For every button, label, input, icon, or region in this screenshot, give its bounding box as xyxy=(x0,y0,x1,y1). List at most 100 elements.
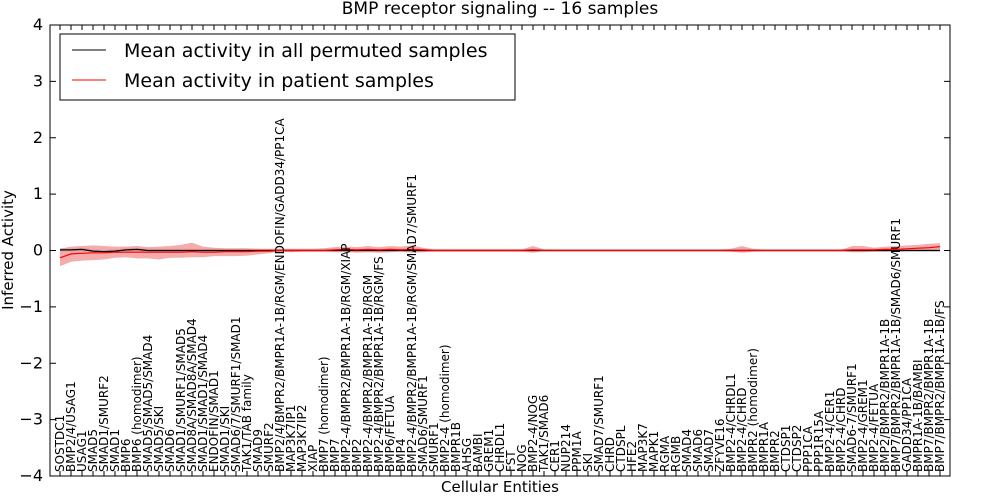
x-tick-label: SMAD6/SMURF1 xyxy=(416,375,430,472)
x-tick-label: XIAP xyxy=(306,445,320,472)
x-tick-label: SMURF2 xyxy=(262,422,276,472)
x-tick-label: CHRD xyxy=(603,437,617,472)
x-tick-label: BMP2-4/CHRD xyxy=(834,388,848,472)
band-series-1 xyxy=(60,242,940,267)
x-tick-label: SMAD5/SKI xyxy=(152,406,166,472)
x-axis-label: Cellular Entities xyxy=(441,478,559,496)
x-tick-label: RGMB xyxy=(669,436,683,472)
x-tick-label: GADD34/PP1CA xyxy=(900,377,914,472)
x-tick-label: SMAD8A/SMAD8A/SMAD4 xyxy=(185,318,199,472)
x-tick-label: CER1 xyxy=(548,440,562,472)
x-tick-label: HFE2 xyxy=(625,441,639,472)
legend-patient-label: Mean activity in patient samples xyxy=(124,70,434,92)
x-tick-label: BMP2-4/FETUA xyxy=(867,383,881,472)
x-tick-label: TAK1/SMAD6 xyxy=(537,395,551,473)
y-tick-label: −3 xyxy=(19,410,43,429)
x-tick-label: CTDSP1 xyxy=(779,425,793,472)
x-tick-label: SMAD7 xyxy=(702,429,716,472)
x-tick-label: BMP2-4/BMPR2/BMPR1A-1B/RGM/FS xyxy=(372,256,386,472)
x-tick-label: CTDSPL xyxy=(614,425,628,472)
x-tick-label: SMAD7/SMURF1 xyxy=(592,375,606,472)
x-tick-label: FST xyxy=(504,450,518,472)
x-tick-label: BMP2 xyxy=(350,439,364,472)
x-tick-label: BMPR2 (homodimer) xyxy=(746,348,760,472)
x-tick-label: BMP2-4/CER1 xyxy=(823,391,837,472)
x-tick-label: BMPR1B xyxy=(449,422,463,472)
x-tick-label: BMP2-4/BMPR2/BMPR1A-1B/RGM xyxy=(361,275,375,472)
x-tick-label: BMP6 xyxy=(119,439,133,472)
x-tick-label: BMP2/4/BMPR2/BMPR1A-1B/RGM/ENDOFIN/GADD3… xyxy=(273,117,287,472)
x-tick-label: BMPR1A-1B/BAMBI xyxy=(911,359,925,472)
x-tick-label: MAPK1 xyxy=(647,431,661,472)
x-tick-label: SKI xyxy=(581,453,595,472)
legend: Mean activity in all permuted samples Me… xyxy=(59,33,516,101)
x-tick-label: SMURF1 xyxy=(427,422,441,472)
x-tick-label: MAP3K7IP2 xyxy=(295,405,309,472)
x-tick-label: SMAD1/SMAD1/SMAD4 xyxy=(196,335,210,472)
x-tick-label: BMP7/BMPR2/BMPR1A-1B/SMAD6/SMURF1 xyxy=(889,218,903,472)
x-tick-label: SMAD6-7/SMURF1 xyxy=(845,363,859,472)
x-tick-label: SMAD6 xyxy=(163,429,177,472)
y-tick-label: −4 xyxy=(19,466,43,485)
x-tick-label: BMP2-4 (homodimer) xyxy=(438,344,452,472)
x-tick-label: BAMBI xyxy=(471,433,485,472)
x-tick-label: AHSG xyxy=(460,438,474,472)
y-tick-label: −2 xyxy=(19,353,43,372)
x-tick-label: NOG xyxy=(515,444,529,472)
x-tick-label: SMAD1/SKI xyxy=(218,406,232,472)
x-tick-label: SMAD6/7/SMURF1/SMAD1 xyxy=(229,316,243,472)
x-axis: SOSTDC1BMP2/4/USAG1USAG1SMAD5SMAD1/SMURF… xyxy=(53,25,947,476)
x-tick-label: BMP2-4/CHRD xyxy=(735,388,749,472)
x-tick-label: SMAD1/SMURF1/SMAD5 xyxy=(174,328,188,472)
x-tick-label: PPP1CA xyxy=(801,425,815,472)
x-tick-label: BMPR2 xyxy=(768,430,782,472)
x-tick-label: BMP2-4/BMPR2/BMPR1A-1B/RGM/XIAP xyxy=(339,243,353,472)
y-axis: −4 −3 −2 −1 0 1 2 3 4 xyxy=(19,15,950,485)
y-tick-label: 4 xyxy=(33,15,43,34)
x-tick-label: BMP2/BMPR2/BMPR1A-1B xyxy=(878,319,892,472)
x-tick-label: PPP1R15A xyxy=(812,410,826,472)
y-axis-label: Inferred Activity xyxy=(0,190,17,310)
x-tick-label: BMP7 (homodimer) xyxy=(317,356,331,472)
x-tick-label: NUP214 xyxy=(559,424,573,472)
x-tick-label: BMP7 xyxy=(328,439,342,472)
series-lines xyxy=(59,246,941,259)
x-tick-label: GREM1 xyxy=(482,429,496,472)
x-tick-label: SMAD5/SMAD5/SMAD4 xyxy=(141,335,155,472)
x-tick-label: USAG1 xyxy=(75,430,89,472)
x-tick-label: SOSTDC1 xyxy=(53,415,67,472)
x-tick-label: TAK1/TAB family xyxy=(240,374,254,473)
x-tick-label: SMAD1 xyxy=(108,429,122,472)
x-tick-label: BMP2-4/CHRDL1 xyxy=(724,373,738,472)
x-tick-label: BMP2-4/NOG xyxy=(526,395,540,472)
x-tick-label: PPM1A xyxy=(570,431,584,472)
line-series-1 xyxy=(59,246,941,259)
y-tick-label: 3 xyxy=(33,71,43,90)
x-tick-label: CTDSP2 xyxy=(790,425,804,472)
x-tick-label: BMP2-4/BMPR2/BMPR1A-1B/RGM/SMAD7/SMURF1 xyxy=(405,174,419,472)
x-tick-label: MAP3K7IP1 xyxy=(284,405,298,472)
x-tick-label: CHRDL1 xyxy=(493,423,507,472)
x-tick-label: ZFYVE16 xyxy=(713,418,727,472)
x-tick-label: BMP7/BMPR2/BMPR1A-1B xyxy=(922,319,936,472)
x-tick-label: RGMA xyxy=(658,435,672,472)
x-tick-label: SMAD4 xyxy=(680,429,694,472)
x-tick-label: BMPR1A xyxy=(757,421,771,472)
y-tick-label: −1 xyxy=(19,297,43,316)
x-tick-label: ENDOFIN/SMAD1 xyxy=(207,370,221,472)
x-tick-label: BMP7/BMPR2/BMPR1A-1B/FS xyxy=(933,300,947,472)
y-tick-label: 1 xyxy=(33,184,43,203)
x-tick-label: BMP4 xyxy=(394,439,408,472)
x-tick-label: BMP6/FETUA xyxy=(383,395,397,472)
x-tick-label: BMP2-4/GREM1 xyxy=(856,379,870,472)
legend-frame xyxy=(59,33,516,101)
legend-permuted-label: Mean activity in all permuted samples xyxy=(124,40,487,62)
x-tick-label: SMAD6 xyxy=(691,429,705,472)
chart-title: BMP receptor signaling -- 16 samples xyxy=(342,0,659,19)
x-tick-label: SMAD1/SMURF2 xyxy=(97,375,111,472)
x-tick-label: BMP6 (homodimer) xyxy=(130,356,144,472)
x-tick-label: MAP3K7 xyxy=(636,423,650,472)
y-tick-label: 0 xyxy=(33,241,43,260)
y-tick-label: 2 xyxy=(33,128,43,147)
